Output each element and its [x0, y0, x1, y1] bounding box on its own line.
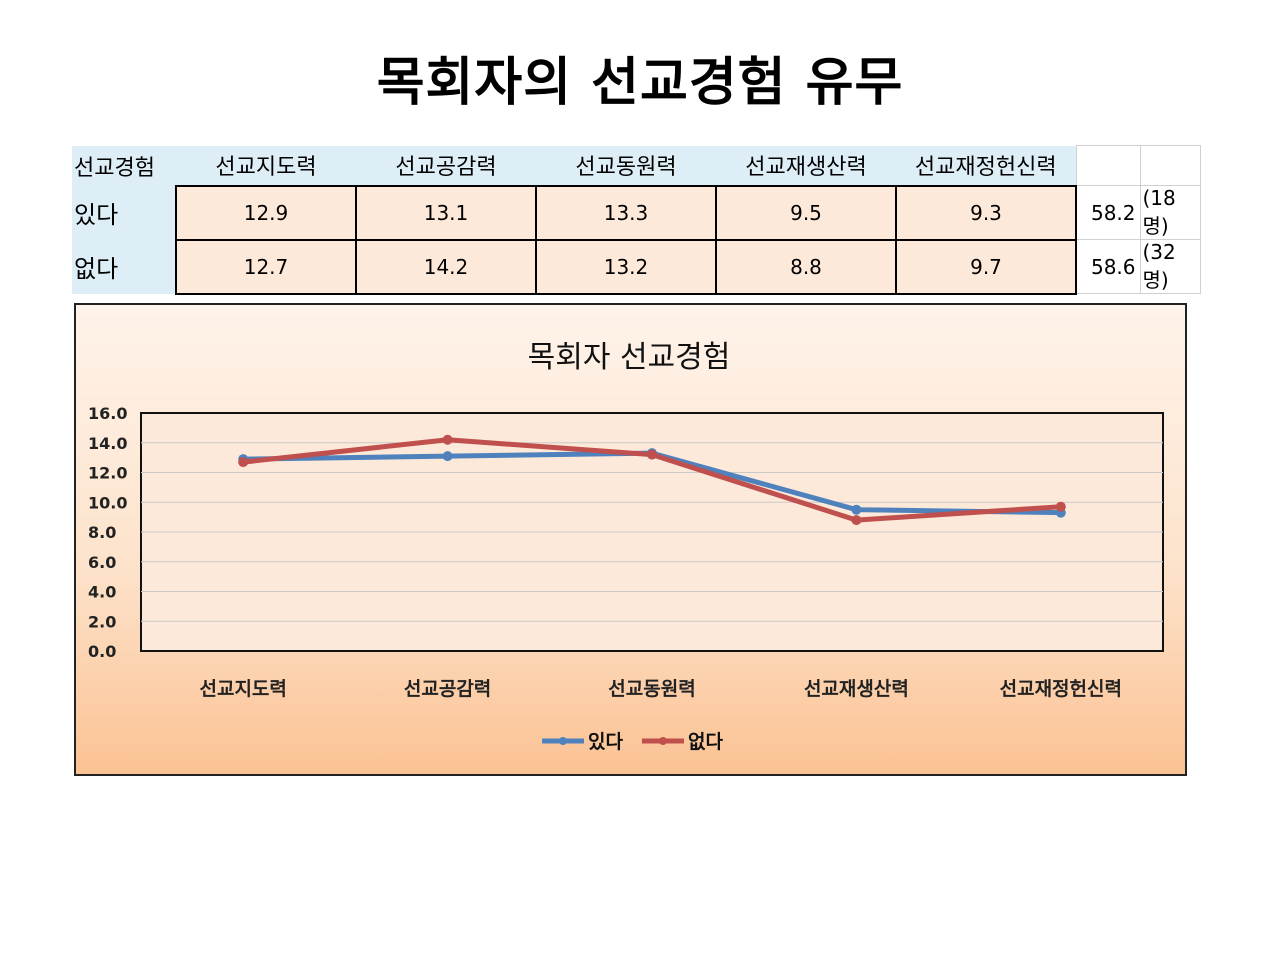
count-cell: (32명): [1139, 239, 1201, 294]
y-tick-label: 6.0: [88, 553, 116, 572]
chart-title: 목회자 선교경험: [528, 340, 731, 375]
x-tick-label: 선교재생산력: [804, 678, 909, 700]
total-cell: 58.2: [1075, 185, 1141, 240]
x-tick-label: 선교공감력: [404, 678, 491, 700]
column-header: 선교동원력: [536, 145, 716, 186]
total-cell: 58.6: [1075, 239, 1141, 294]
table-header-row: 선교경험 선교지도력 선교공감력 선교동원력 선교재생산력 선교재정헌신력: [72, 145, 1201, 186]
data-point: [647, 449, 657, 460]
table-cell: 13.2: [535, 238, 717, 295]
column-header: 선교재정헌신력: [896, 145, 1076, 186]
table-cell: 8.8: [715, 238, 897, 295]
y-tick-label: 10.0: [88, 493, 127, 512]
y-tick-label: 12.0: [88, 464, 127, 483]
y-tick-label: 0.0: [88, 642, 116, 661]
table-corner-label: 선교경험: [72, 145, 176, 186]
x-tick-label: 선교지도력: [199, 678, 286, 700]
table-row: 있다 12.9 13.1 13.3 9.5 9.3 58.2 (18명): [72, 184, 1201, 241]
y-tick-label: 8.0: [88, 523, 116, 542]
count-cell: (18명): [1139, 185, 1201, 240]
column-header: 선교공감력: [356, 145, 536, 186]
table-cell: 12.9: [175, 184, 357, 241]
data-point: [442, 451, 453, 462]
table-cell: 13.3: [535, 184, 717, 241]
y-tick-label: 2.0: [88, 612, 116, 631]
row-label: 있다: [72, 185, 176, 240]
data-point: [238, 457, 249, 468]
column-header: 선교지도력: [176, 145, 356, 186]
table-cell: 13.1: [355, 184, 537, 241]
chart-container: 목회자 선교경험 0.0 2.0 4.0 6.0 8.0 10.0 12.0 14.0 16.0 선…: [74, 303, 1187, 776]
legend-label: 있다: [588, 731, 623, 753]
y-tick-label: 14.0: [88, 434, 127, 453]
data-point: [1055, 501, 1066, 512]
line-chart: 목회자 선교경험 0.0 2.0 4.0 6.0 8.0 10.0 12.0 14.0 16.0 선…: [88, 340, 1164, 753]
legend-marker: [559, 737, 567, 745]
data-point: [851, 515, 862, 526]
empty-cell: [1139, 145, 1201, 186]
table-cell: 9.7: [895, 238, 1077, 295]
legend-marker: [659, 737, 667, 745]
x-tick-label: 선교재정헌신력: [1000, 678, 1122, 700]
data-point: [442, 434, 453, 445]
empty-cell: [1075, 145, 1141, 186]
y-tick-label: 4.0: [88, 583, 116, 602]
column-header: 선교재생산력: [716, 145, 896, 186]
table-cell: 9.5: [715, 184, 897, 241]
x-tick-label: 선교동원력: [608, 678, 695, 700]
row-label: 없다: [72, 239, 176, 294]
y-tick-label: 16.0: [88, 404, 127, 423]
table-row: 없다 12.7 14.2 13.2 8.8 9.7 58.6 (32명): [72, 238, 1201, 295]
legend-label: 없다: [688, 731, 723, 753]
table-cell: 9.3: [895, 184, 1077, 241]
data-point: [851, 504, 862, 515]
table-cell: 12.7: [175, 238, 357, 295]
data-table: 선교경험 선교지도력 선교공감력 선교동원력 선교재생산력 선교재정헌신력 있다…: [72, 145, 1201, 295]
page-title: 목회자의 선교경험 유무: [376, 53, 904, 113]
table-cell: 14.2: [355, 238, 537, 295]
